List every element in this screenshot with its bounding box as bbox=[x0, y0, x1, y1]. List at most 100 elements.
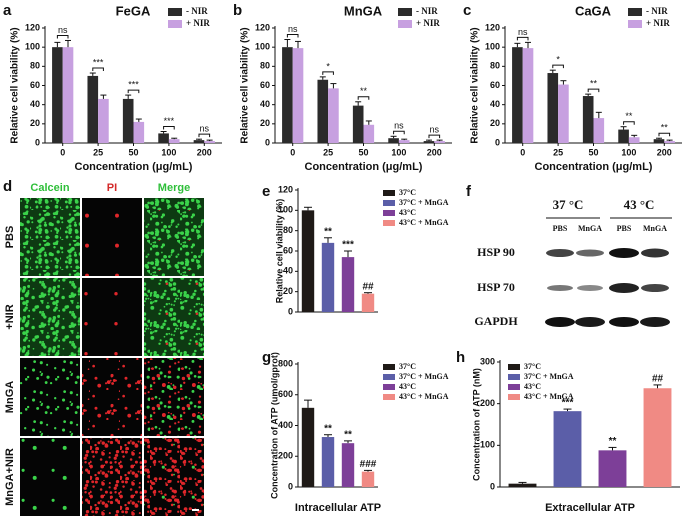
column-label: Merge bbox=[158, 182, 190, 194]
panel-letter: c bbox=[463, 2, 471, 19]
panel-letter: g bbox=[262, 349, 271, 366]
lane-label: PBS bbox=[553, 224, 568, 233]
error-bar bbox=[324, 434, 332, 438]
y-tick-label: 100 bbox=[278, 205, 293, 215]
legend-swatch bbox=[383, 364, 395, 370]
bar bbox=[98, 98, 109, 143]
y-tick-label: 0 bbox=[288, 306, 293, 316]
y-tick-label: 800 bbox=[278, 358, 293, 368]
legend-swatch bbox=[508, 364, 520, 370]
x-tick-label: 200 bbox=[657, 147, 672, 157]
error-bar bbox=[653, 384, 662, 389]
significance-label: *** bbox=[342, 240, 354, 251]
legend-swatch bbox=[398, 20, 412, 28]
x-axis-label: Concentration (μg/mL) bbox=[305, 161, 423, 173]
legend-swatch bbox=[383, 210, 395, 216]
y-tick-label: 80 bbox=[490, 61, 500, 71]
legend-swatch bbox=[508, 394, 520, 400]
blot-band bbox=[641, 284, 669, 292]
y-tick-label: 120 bbox=[278, 184, 293, 194]
y-axis-label: Relative cell viability (%) bbox=[240, 27, 251, 143]
significance-label: ** bbox=[324, 226, 332, 237]
row-label: +NIR bbox=[4, 304, 16, 329]
chart-title: MnGA bbox=[344, 3, 383, 18]
y-tick-label: 100 bbox=[255, 42, 270, 52]
bar bbox=[282, 47, 293, 143]
bar bbox=[653, 139, 665, 143]
micrograph bbox=[144, 198, 204, 276]
x-tick-label: 100 bbox=[621, 147, 636, 157]
y-tick-label: 100 bbox=[25, 42, 40, 52]
error-bar bbox=[390, 135, 397, 139]
bar bbox=[664, 141, 675, 143]
bar bbox=[341, 443, 355, 487]
y-axis-label: Relative cell viability (%) bbox=[10, 27, 21, 143]
error-bar bbox=[195, 138, 202, 141]
bar bbox=[643, 388, 672, 487]
panel-letter: h bbox=[456, 349, 465, 366]
y-tick-label: 0 bbox=[265, 137, 270, 147]
legend-label: 37°C bbox=[524, 362, 541, 371]
y-tick-label: 60 bbox=[283, 245, 293, 255]
panel-letter: b bbox=[233, 2, 242, 19]
error-bar bbox=[206, 139, 213, 142]
error-bar bbox=[125, 94, 132, 99]
legend-swatch bbox=[383, 374, 395, 380]
error-bar bbox=[525, 41, 532, 49]
significance-label: ns bbox=[430, 125, 440, 135]
y-tick-label: 80 bbox=[260, 61, 270, 71]
error-bar bbox=[304, 206, 312, 211]
y-tick-label: 0 bbox=[495, 137, 500, 147]
error-bar bbox=[355, 101, 362, 106]
row-label: PBS bbox=[4, 226, 16, 249]
group-label: 43 °C bbox=[624, 197, 655, 212]
legend-swatch bbox=[383, 190, 395, 196]
panel-letter: a bbox=[3, 2, 12, 19]
x-tick-label: 100 bbox=[391, 147, 406, 157]
legend-label: 43°C bbox=[524, 382, 541, 391]
legend-label: 37°C bbox=[399, 362, 416, 371]
x-tick-label: 0 bbox=[60, 147, 65, 157]
significance-bracket bbox=[393, 130, 405, 135]
panel-letter: e bbox=[262, 183, 270, 200]
y-tick-label: 600 bbox=[278, 389, 293, 399]
bar bbox=[628, 137, 640, 143]
legend-label: 43°C + MnGA bbox=[399, 392, 449, 401]
error-bar bbox=[425, 139, 432, 142]
y-tick-label: 100 bbox=[480, 440, 495, 450]
significance-label: ns bbox=[200, 124, 210, 134]
bar bbox=[361, 471, 375, 487]
error-bar bbox=[585, 93, 592, 97]
legend-label: + NIR bbox=[186, 18, 210, 28]
legend-swatch bbox=[383, 220, 395, 226]
bar bbox=[547, 73, 559, 143]
error-bar bbox=[364, 469, 372, 472]
bar bbox=[87, 75, 99, 143]
significance-label: ns bbox=[394, 121, 404, 131]
western-blot: f 37 °C 43 °C PBS MnGA PBS MnGA HSP 90 H… bbox=[466, 183, 672, 328]
legend-label: - NIR bbox=[416, 6, 438, 16]
panel-letter: f bbox=[466, 183, 472, 200]
significance-label: ** bbox=[324, 423, 332, 434]
error-bar bbox=[549, 69, 556, 74]
x-axis-label: Intracellular ATP bbox=[295, 502, 381, 514]
error-bar bbox=[364, 292, 372, 294]
legend-swatch bbox=[508, 384, 520, 390]
error-bar bbox=[436, 139, 443, 142]
y-tick-label: 40 bbox=[260, 99, 270, 109]
x-tick-label: 200 bbox=[427, 147, 442, 157]
protein-label: HSP 70 bbox=[477, 280, 515, 294]
significance-bracket bbox=[658, 132, 671, 137]
significance-bracket bbox=[127, 89, 140, 94]
error-bar bbox=[401, 138, 408, 141]
error-bar bbox=[655, 137, 662, 140]
blot-band bbox=[609, 317, 639, 327]
y-tick-label: 80 bbox=[283, 225, 293, 235]
significance-label: *** bbox=[164, 116, 175, 126]
legend-label: - NIR bbox=[186, 6, 208, 16]
bar bbox=[301, 210, 315, 312]
lane-label: PBS bbox=[617, 224, 632, 233]
y-tick-label: 0 bbox=[35, 137, 40, 147]
y-axis-label: Relative cell viability (%) bbox=[274, 199, 284, 304]
significance-label: * bbox=[556, 55, 560, 65]
